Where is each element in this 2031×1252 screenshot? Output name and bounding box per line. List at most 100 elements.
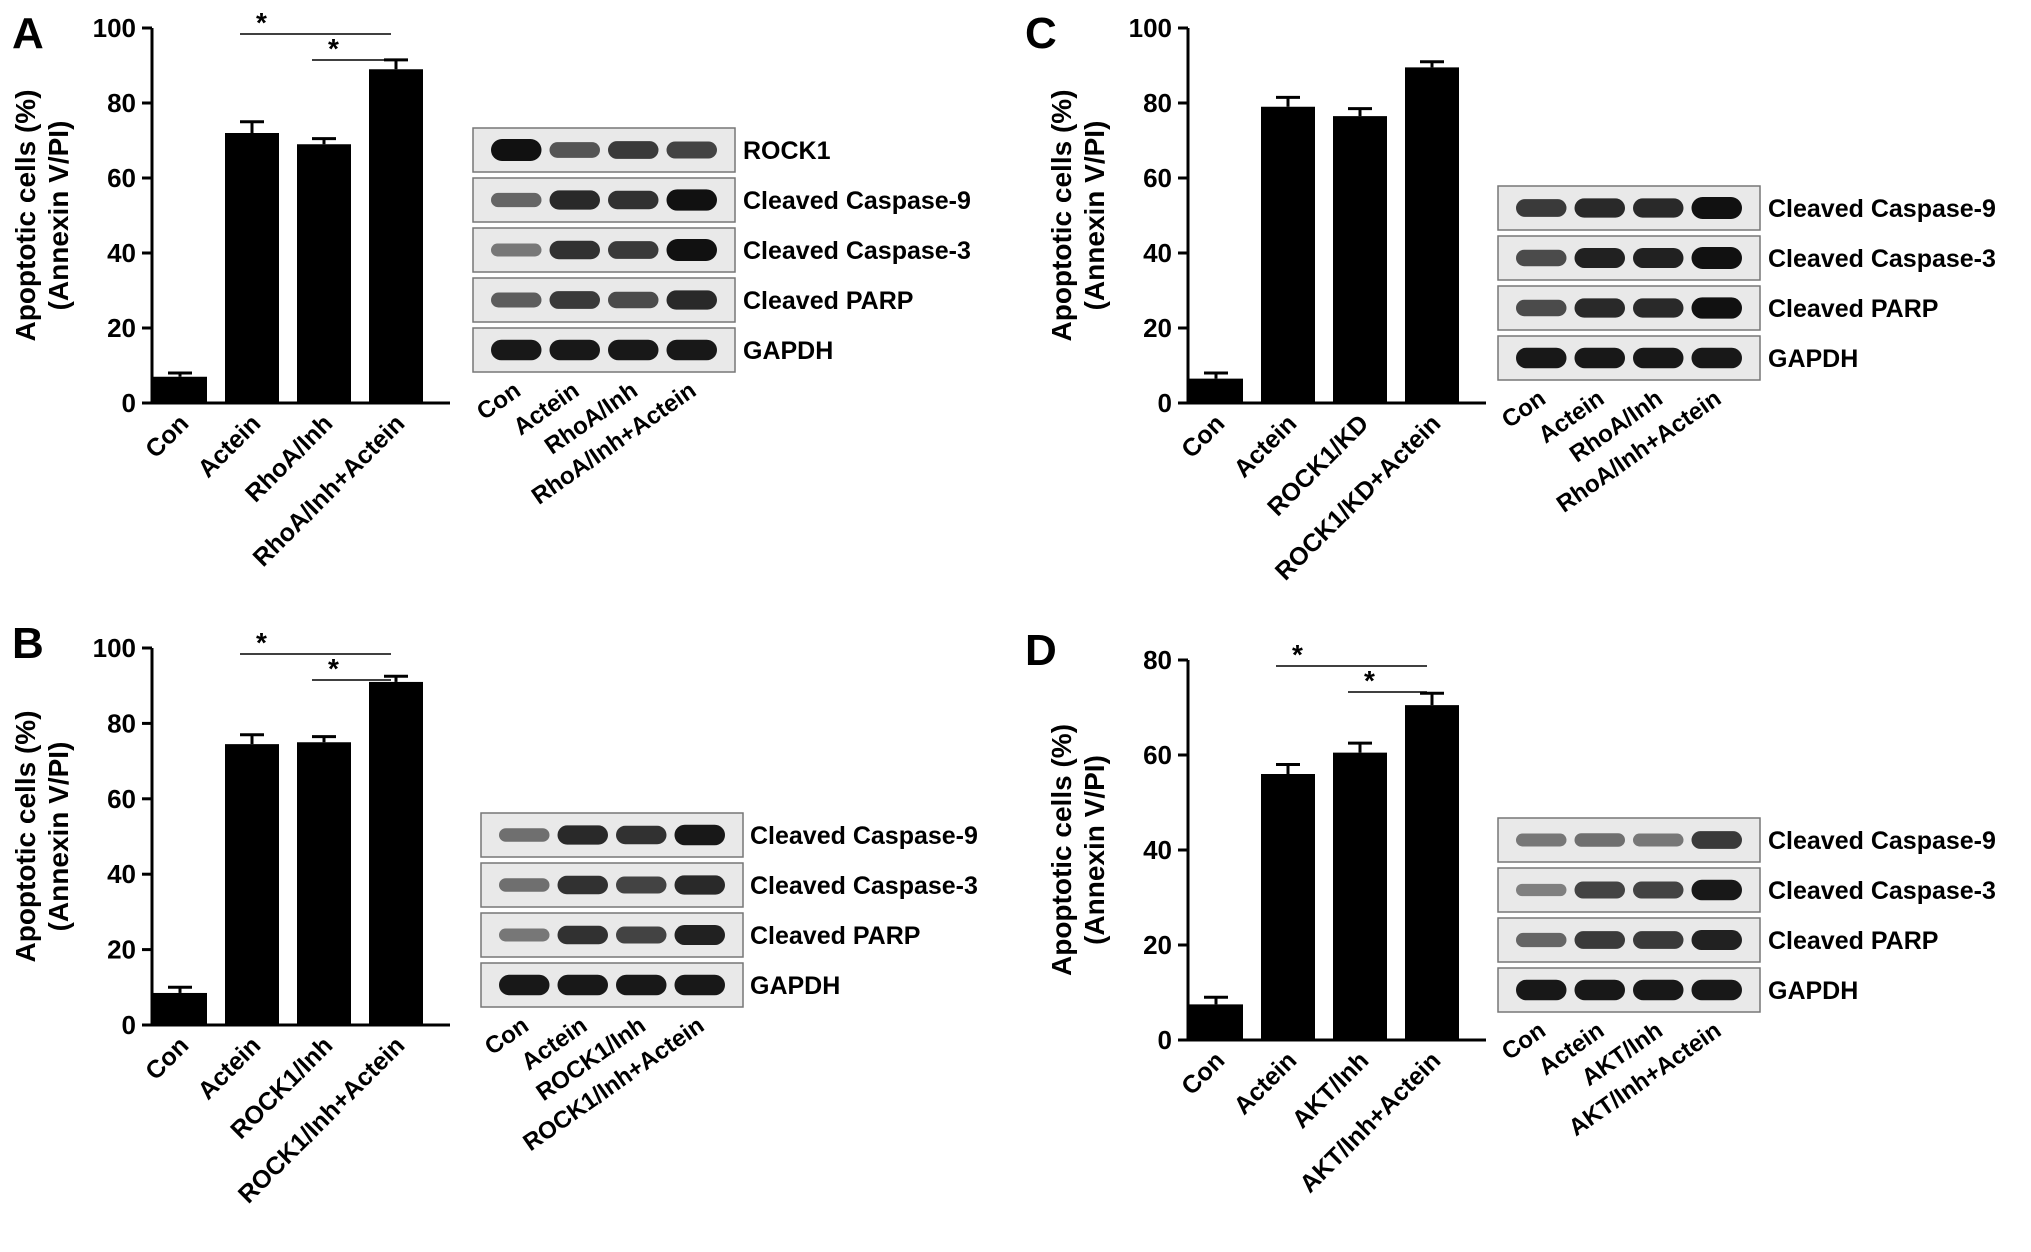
blot-band xyxy=(1691,247,1742,269)
blot-protein-label: Cleaved Caspase-9 xyxy=(1768,827,1996,855)
y-tick-label: 100 xyxy=(1129,13,1172,43)
blot-band xyxy=(1574,347,1625,369)
blot-protein-label: Cleaved Caspase-3 xyxy=(743,237,971,265)
blot-band xyxy=(549,291,600,309)
blot-protein-label: Cleaved PARP xyxy=(1768,295,1938,323)
significance-star: * xyxy=(1364,665,1375,696)
y-tick-label: 40 xyxy=(1143,238,1172,268)
blot-band xyxy=(1691,197,1742,219)
y-tick-label: 60 xyxy=(1143,740,1172,770)
blot-band xyxy=(1574,833,1625,847)
bar xyxy=(297,742,351,1025)
panel-letter: C xyxy=(1025,9,1057,58)
bar xyxy=(153,992,207,1025)
significance-star: * xyxy=(256,627,267,658)
y-axis-label-line2: (Annexin V/PI) xyxy=(1079,121,1110,311)
blot-protein-label: GAPDH xyxy=(1768,345,1858,373)
blot-band xyxy=(1691,347,1742,369)
blot-band xyxy=(1633,979,1684,1001)
blot-band xyxy=(1691,930,1742,950)
bar xyxy=(1405,705,1459,1040)
significance-star: * xyxy=(328,33,339,64)
blot-band xyxy=(499,828,550,842)
panel-c: C Apoptotic cells (%) (Annexin V/PI) 0 20 40 6… xyxy=(1025,9,1996,586)
blot-band xyxy=(1574,979,1625,1001)
y-tick-label: 40 xyxy=(1143,835,1172,865)
blot-band xyxy=(1516,249,1567,267)
blot-band xyxy=(499,974,550,996)
blot-band xyxy=(1633,881,1684,899)
y-tick-label: 60 xyxy=(107,784,136,814)
bar xyxy=(1333,752,1387,1040)
blot-band xyxy=(608,339,659,361)
blot-band xyxy=(1633,833,1684,847)
y-tick-label: 0 xyxy=(1158,1025,1172,1055)
blot-band xyxy=(1691,879,1742,901)
y-tick-label: 0 xyxy=(122,1010,136,1040)
blot-band xyxy=(549,142,600,158)
blot-band xyxy=(666,290,717,310)
blot-band xyxy=(549,190,600,210)
y-tick-label: 40 xyxy=(107,238,136,268)
blot-band xyxy=(1691,831,1742,849)
y-tick-label: 80 xyxy=(1143,88,1172,118)
bar xyxy=(1333,116,1387,403)
blot-band xyxy=(674,824,725,846)
blot-band xyxy=(666,189,717,211)
x-tick-label: Con xyxy=(140,1031,194,1085)
blot-band xyxy=(1633,198,1684,218)
blot-band xyxy=(666,239,717,261)
y-axis-label-line2: (Annexin V/PI) xyxy=(1079,755,1110,945)
bar xyxy=(225,133,279,403)
blot-band xyxy=(1633,298,1684,318)
blot-band xyxy=(557,825,608,845)
blot-band xyxy=(666,339,717,361)
blot-protein-label: Cleaved Caspase-3 xyxy=(1768,245,1996,273)
blot-protein-label: Cleaved Caspase-9 xyxy=(743,187,971,215)
panel-letter: B xyxy=(12,619,44,668)
y-tick-label: 20 xyxy=(107,313,136,343)
blot-band xyxy=(616,926,667,944)
blot-band xyxy=(557,875,608,895)
blot-band xyxy=(557,925,608,945)
x-tick-label: Con xyxy=(140,409,194,463)
significance-star: * xyxy=(1292,639,1303,670)
blot-band xyxy=(1633,931,1684,949)
y-axis-label-line1: Apoptotic cells (%) xyxy=(1046,724,1077,976)
blot-band xyxy=(608,241,659,259)
blot-band xyxy=(491,192,542,208)
y-axis-label-line2: (Annexin V/PI) xyxy=(43,742,74,932)
blot-band xyxy=(1516,299,1567,317)
blot-band xyxy=(1516,833,1567,847)
blot-band xyxy=(1516,932,1567,948)
bar xyxy=(369,69,423,403)
bar xyxy=(153,376,207,403)
blot-protein-label: GAPDH xyxy=(1768,977,1858,1005)
blot-band xyxy=(616,825,667,845)
y-tick-label: 100 xyxy=(93,13,136,43)
blot-band xyxy=(491,139,542,161)
bar xyxy=(1405,67,1459,403)
blot-band xyxy=(1516,347,1567,369)
blot-protein-label: Cleaved PARP xyxy=(743,287,913,315)
y-axis-label-line1: Apoptotic cells (%) xyxy=(10,710,41,962)
blot-protein-label: ROCK1 xyxy=(743,137,831,165)
blot-protein-label: GAPDH xyxy=(750,972,840,1000)
bar xyxy=(1189,1004,1243,1040)
blot-band xyxy=(1516,883,1567,897)
x-tick-label: Con xyxy=(1176,1046,1230,1100)
blot-band xyxy=(674,974,725,996)
blot-protein-label: GAPDH xyxy=(743,337,833,365)
y-tick-label: 20 xyxy=(107,935,136,965)
blot-band xyxy=(608,190,659,210)
blot-band xyxy=(1574,198,1625,218)
blot-band xyxy=(549,240,600,260)
x-tick-label: Con xyxy=(1176,409,1230,463)
y-tick-label: 20 xyxy=(1143,313,1172,343)
panel-a: A Apoptotic cells (%) (Annexin V/PI) 0 20 40 6… xyxy=(10,7,971,572)
blot-band xyxy=(1574,248,1625,268)
y-tick-label: 60 xyxy=(107,163,136,193)
y-axis-label-line2: (Annexin V/PI) xyxy=(43,121,74,311)
significance-star: * xyxy=(256,7,267,38)
